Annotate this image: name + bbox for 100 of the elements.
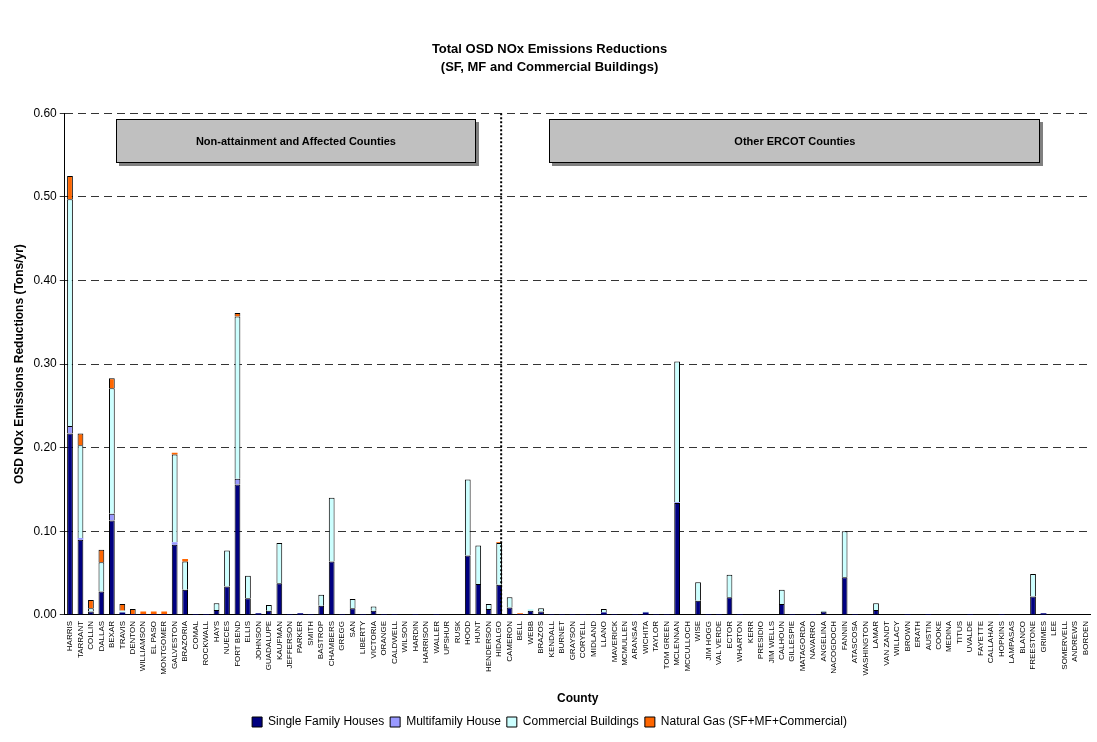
x-tick-label: MCLENNAN bbox=[672, 620, 682, 666]
x-tick-label: FAYETTE bbox=[975, 620, 985, 656]
x-tick-label: BELL bbox=[515, 620, 525, 641]
y-axis-title: OSD NOx Emissions Reductions (Tons/yr) bbox=[11, 244, 26, 484]
x-tick-label: GRIMES bbox=[1038, 620, 1048, 653]
x-tick-label: TRAVIS bbox=[117, 620, 127, 650]
x-tick-label: DALLAS bbox=[96, 620, 106, 652]
x-tick-label: FANNIN bbox=[839, 620, 849, 651]
x-tick-label: BORDEN bbox=[1080, 620, 1090, 656]
x-tick-label: SAN bbox=[347, 620, 357, 638]
x-tick-label: JIM HOGG bbox=[703, 620, 713, 661]
x-tick-label: AUSTIN bbox=[923, 620, 933, 651]
legend-label: Multifamily House bbox=[406, 714, 502, 729]
x-tick-label: WEBB bbox=[525, 620, 535, 645]
x-tick-label: HOOD bbox=[462, 620, 472, 645]
x-tick-label: NAVARRO bbox=[808, 620, 818, 660]
x-tick-label: NUECES bbox=[222, 620, 232, 655]
x-tick-label: UVALDE bbox=[965, 620, 975, 653]
x-tick-label: CALDWELL bbox=[389, 620, 399, 665]
x-tick-label: GILLESPIE bbox=[787, 620, 797, 662]
x-tick-label: KERR bbox=[745, 620, 755, 644]
legend-label: Commercial Buildings bbox=[522, 714, 639, 729]
x-tick-label: ERATH bbox=[913, 620, 923, 648]
x-tick-label: JOHNSON bbox=[253, 620, 263, 661]
x-tick-label: PRESIDIO bbox=[756, 620, 766, 660]
x-tick-label: BEXAR bbox=[107, 620, 117, 649]
x-tick-label: ANGELINA bbox=[818, 620, 828, 662]
x-tick-label: COLLIN bbox=[86, 620, 96, 650]
x-tick-label: ROCKWALL bbox=[201, 620, 211, 666]
x-tick-label: BRAZORIA bbox=[180, 620, 190, 662]
x-tick-label: KENDALL bbox=[546, 620, 556, 658]
x-tick-label: WALLER bbox=[431, 620, 441, 654]
legend-label: Single Family Houses bbox=[268, 714, 385, 729]
x-tick-label: TITUS bbox=[954, 620, 964, 645]
x-tick-label: GUADALUPE bbox=[264, 620, 274, 671]
legend-label: Natural Gas (SF+MF+Commercial) bbox=[660, 714, 847, 729]
x-tick-label: ATASCOSA bbox=[850, 620, 860, 664]
text-box: Non-attainment and Affected Counties bbox=[115, 119, 477, 164]
x-tick-label: JEFFERSON bbox=[285, 620, 295, 669]
x-tick-label: WHARTON bbox=[735, 620, 745, 662]
x-tick-label: CALLAHAN bbox=[986, 620, 996, 664]
x-tick-label: ARANSAS bbox=[630, 620, 640, 660]
x-tick-label: ECTOR bbox=[724, 620, 734, 649]
x-tick-label: LAMAR bbox=[871, 620, 881, 649]
x-tick-label: HENDERSON bbox=[483, 620, 493, 673]
chart-title: Total OSD NOx Emissions Reductions bbox=[431, 41, 668, 57]
x-tick-label: NACOGDOCH bbox=[829, 620, 839, 674]
x-tick-label: MEDINA bbox=[944, 620, 954, 653]
x-tick-label: LEE bbox=[1049, 620, 1059, 637]
x-tick-label: JIM WELLS bbox=[766, 620, 776, 664]
x-tick-label: LIBERTY bbox=[358, 620, 368, 655]
x-tick-label: COOKE bbox=[934, 620, 944, 650]
x-tick-label: HIDALGO bbox=[494, 620, 504, 657]
x-tick-label: HARRISON bbox=[421, 620, 431, 664]
x-tick-label: WICHITA bbox=[640, 620, 650, 655]
x-axis-title: County bbox=[557, 691, 599, 706]
x-tick-label: LAMPASAS bbox=[1007, 620, 1017, 664]
x-tick-label: RUSK bbox=[452, 620, 462, 644]
x-tick-label: FORT BEND bbox=[232, 620, 242, 667]
x-tick-label: HAYS bbox=[211, 620, 221, 643]
x-tick-label: WASHINGTON bbox=[860, 620, 870, 676]
x-tick-label: VICTORIA bbox=[368, 620, 378, 659]
x-tick-label: SOMERVELL bbox=[1059, 620, 1069, 670]
x-tick-label: WILLIAMSON bbox=[138, 620, 148, 672]
x-tick-label: WISE bbox=[693, 620, 703, 642]
x-tick-label: MCMULLEN bbox=[619, 620, 629, 666]
chart-subtitle: (SF, MF and Commercial Buildings) bbox=[440, 58, 659, 74]
x-tick-label: PARKER bbox=[295, 620, 305, 654]
x-tick-label: VAN ZANDT bbox=[881, 620, 891, 666]
x-tick-label: ELLIS bbox=[243, 620, 253, 643]
x-tick-label: GREGG bbox=[337, 620, 347, 651]
x-tick-label: GALVESTON bbox=[169, 620, 179, 670]
x-tick-label: HOPKINS bbox=[996, 620, 1006, 657]
x-tick-label: CHAMBERS bbox=[326, 620, 336, 667]
x-tick-label: TAYLOR bbox=[651, 620, 661, 652]
y-tick-label: 0.20 bbox=[33, 440, 58, 454]
y-tick-label: 0.50 bbox=[33, 189, 58, 204]
x-tick-label: GRAYSON bbox=[567, 620, 577, 661]
text-box: Other ERCOT Counties bbox=[549, 119, 1041, 164]
x-tick-label: UPSHUR bbox=[442, 620, 452, 655]
x-tick-label: CORYELL bbox=[578, 620, 588, 659]
x-tick-label: FREESTONE bbox=[1028, 620, 1038, 670]
y-tick-label: 0.30 bbox=[33, 356, 58, 371]
x-tick-label: MONTGOMER bbox=[159, 620, 169, 675]
x-tick-label: HARRIS bbox=[65, 620, 75, 652]
x-tick-label: CALHOUN bbox=[777, 620, 787, 661]
x-tick-label: ORANGE bbox=[379, 620, 389, 656]
x-tick-label: BRAZOS bbox=[536, 620, 546, 654]
y-tick-label: 0.60 bbox=[33, 105, 58, 120]
x-tick-label: TOM GREEN bbox=[661, 620, 671, 670]
x-tick-label: BLANCO bbox=[1017, 620, 1027, 654]
x-tick-label: TARRANT bbox=[75, 620, 85, 659]
x-tick-label: HUNT bbox=[473, 620, 483, 644]
x-tick-label: WILSON bbox=[400, 620, 410, 653]
y-tick-label: 0.40 bbox=[33, 272, 58, 287]
x-tick-label: ANDREWS bbox=[1070, 620, 1080, 662]
x-tick-label: CAMERON bbox=[504, 620, 514, 662]
x-tick-label: HARDIN bbox=[410, 620, 420, 652]
x-tick-label: LLANO bbox=[599, 620, 609, 648]
x-tick-label: DENTON bbox=[128, 620, 137, 655]
